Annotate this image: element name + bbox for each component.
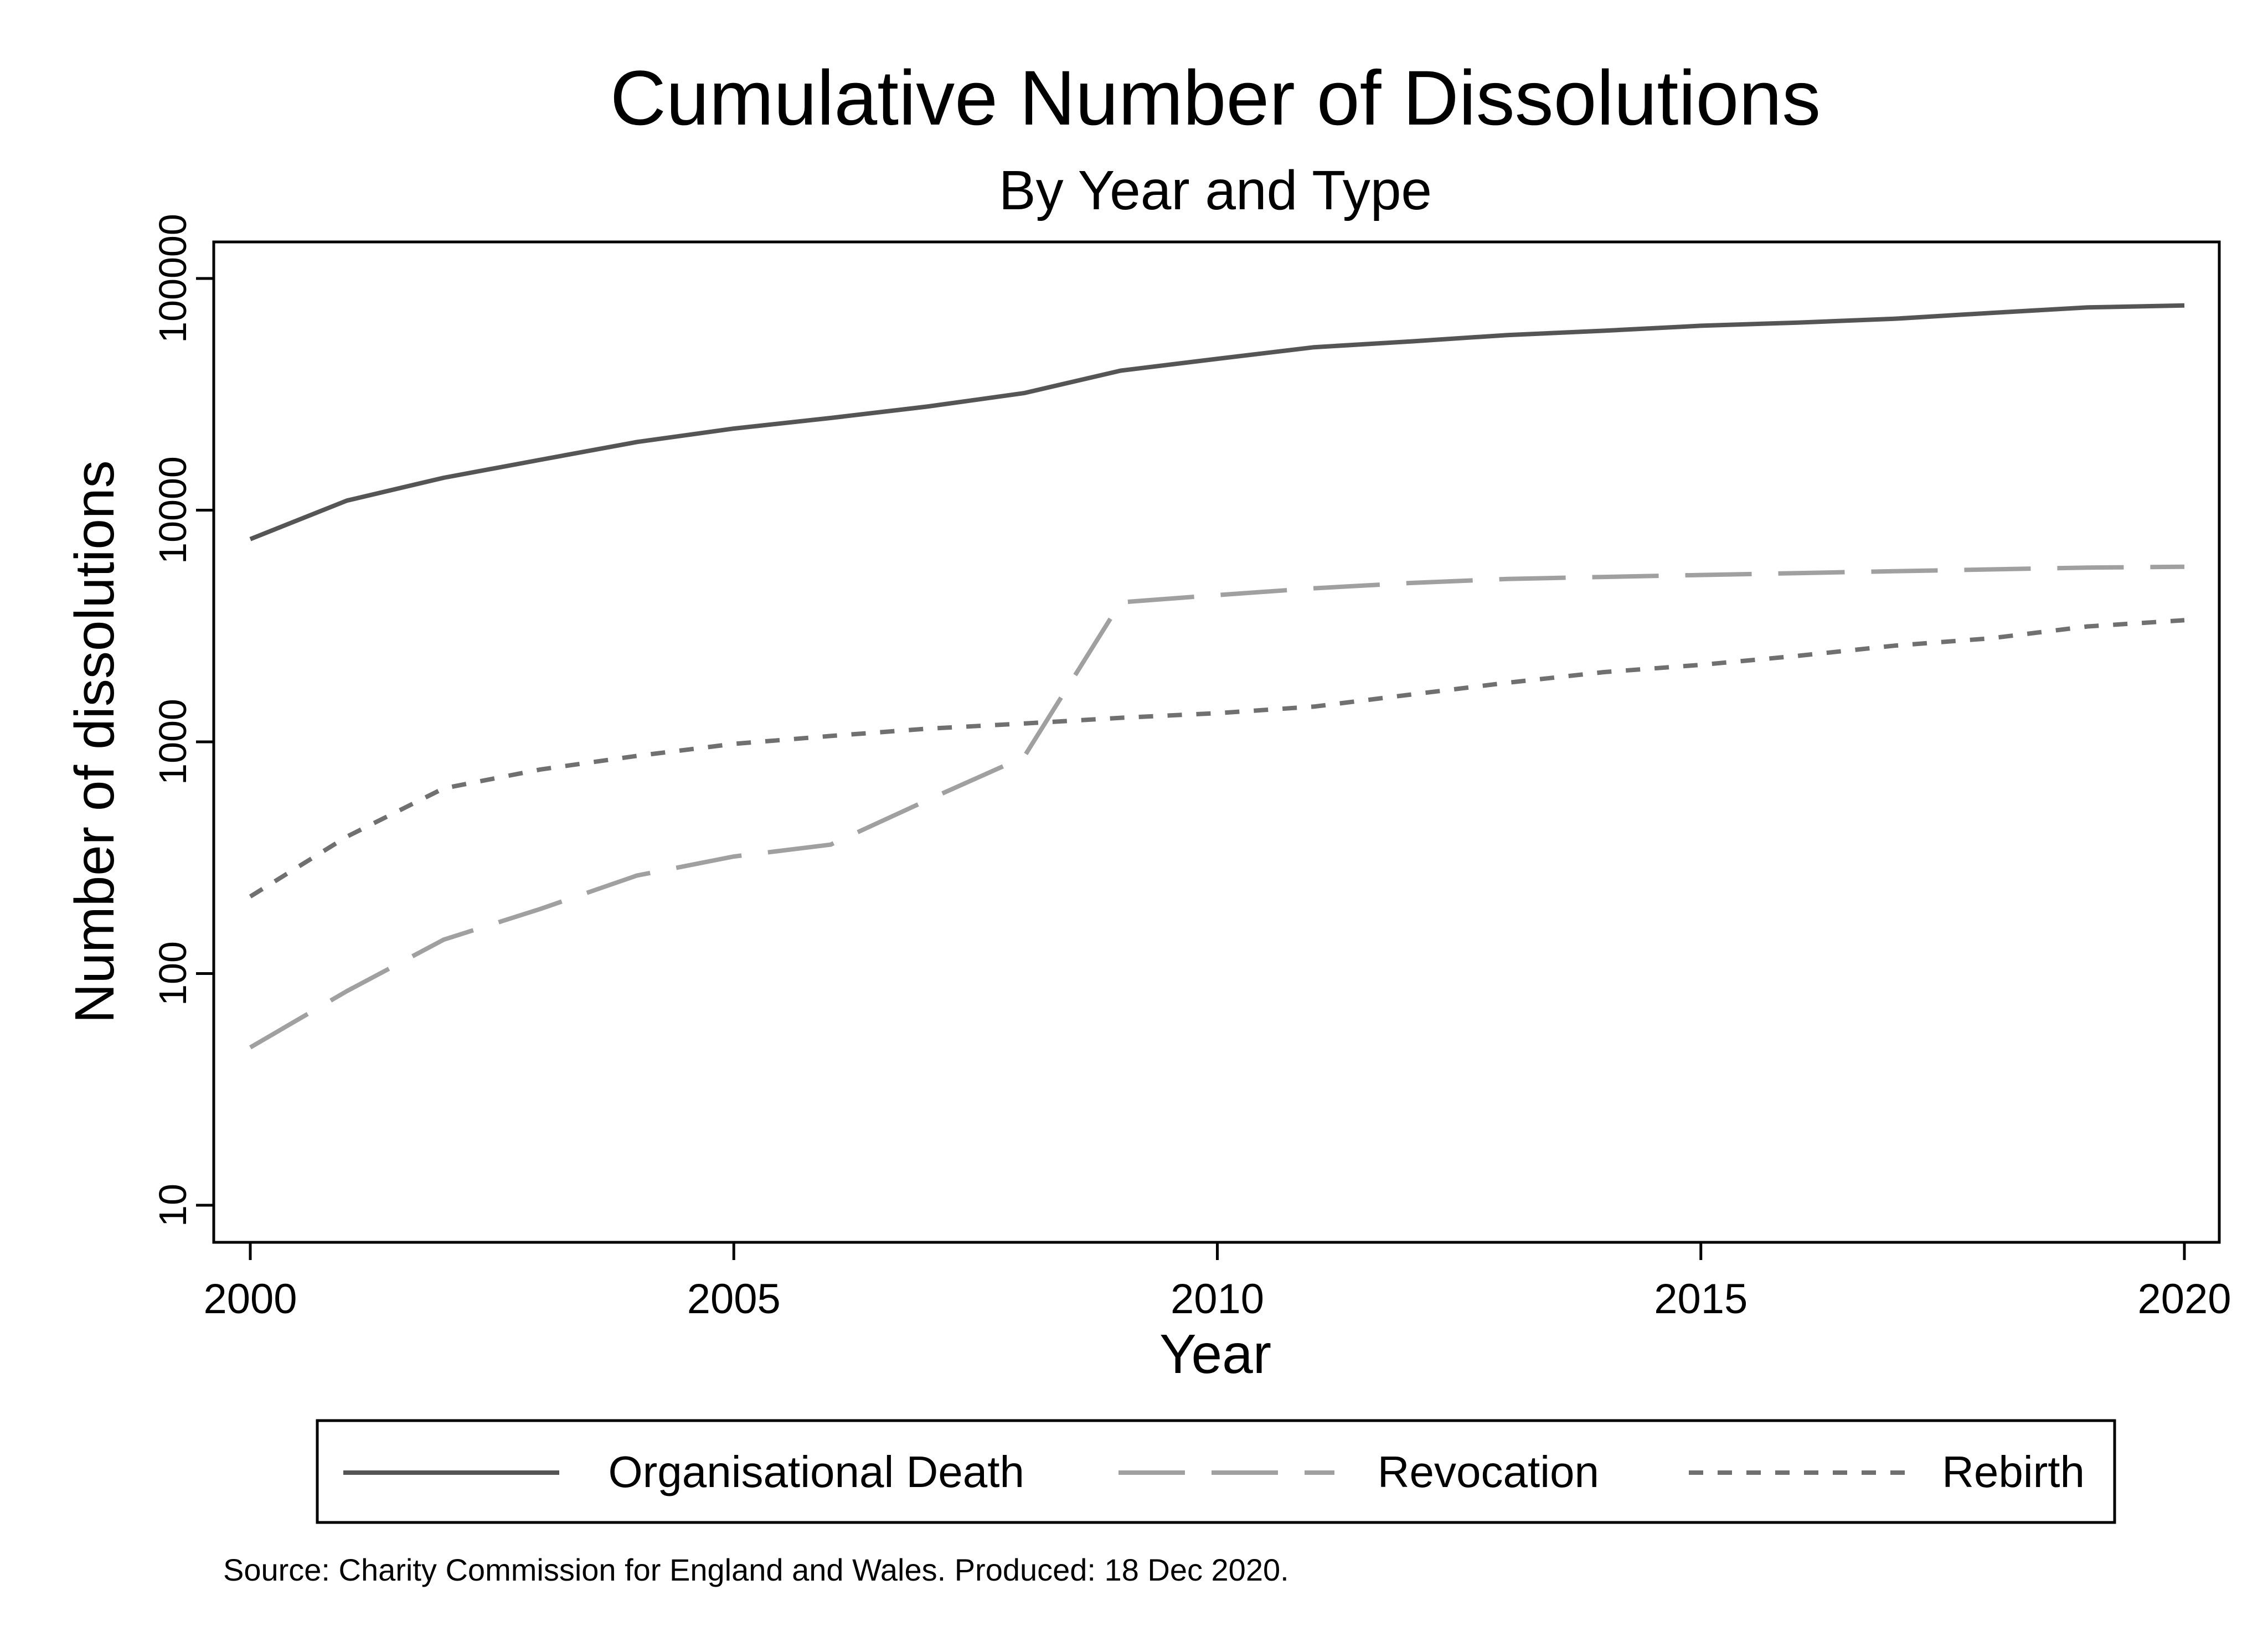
y-tick-label: 100: [151, 941, 194, 1006]
chart-title: Cumulative Number of Dissolutions: [610, 54, 1821, 141]
series-organisational-death: [249, 303, 2185, 541]
series-line: [249, 303, 2185, 541]
x-axis-label: Year: [1159, 1323, 1271, 1385]
x-axis: 2000 2005 2010 2015 2020: [203, 1242, 2231, 1323]
x-tick-label: 2015: [1654, 1276, 1748, 1323]
x-tick-label: 2005: [687, 1276, 781, 1323]
legend-frame: [316, 1419, 2116, 1524]
series-layer: [249, 303, 2185, 1050]
y-tick-label: 100000: [151, 214, 194, 343]
y-axis: 10 100 1000 10000 100000: [151, 214, 214, 1227]
series-line: [249, 618, 2185, 899]
x-tick-label: 2010: [1171, 1276, 1264, 1323]
y-tick-label: 10000: [151, 456, 194, 564]
y-tick-label: 1000: [151, 699, 194, 785]
legend: Organisational Death Revocation Rebirth: [316, 1419, 2116, 1524]
legend-label: Revocation: [1378, 1447, 1599, 1496]
series-rebirth: [249, 618, 2185, 899]
legend-items: Organisational Death Revocation Rebirth: [343, 1447, 2085, 1496]
x-tick-label: 2020: [2137, 1276, 2231, 1323]
y-axis-label: Number of dissolutions: [64, 460, 126, 1023]
legend-label: Organisational Death: [608, 1447, 1024, 1496]
x-tick-label: 2000: [203, 1276, 297, 1323]
chart-subtitle: By Year and Type: [999, 159, 1432, 221]
legend-label: Rebirth: [1942, 1447, 2085, 1496]
source-note: Source: Charity Commission for England a…: [223, 1552, 1289, 1587]
y-tick-label: 10: [151, 1184, 194, 1227]
